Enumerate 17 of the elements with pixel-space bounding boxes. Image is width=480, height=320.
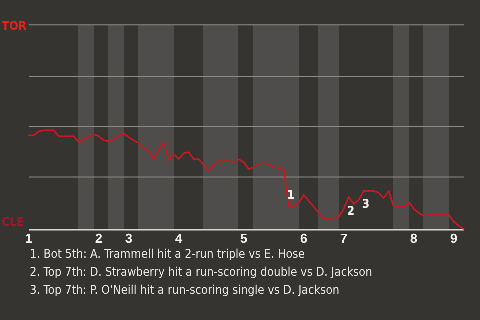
text: 2. Top 7th: D. Strawberry hit a run-scoring double vs D. Jackson <box>30 265 372 279</box>
x-tick-label: 5 <box>240 231 248 246</box>
text: 1. Bot 5th: A. Trammell hit a 2-run triple vs E. Hose <box>30 247 306 261</box>
x-tick-label: 9 <box>450 231 458 246</box>
x-tick-label: 1 <box>25 231 33 246</box>
annotation: 2 <box>347 204 355 218</box>
x-tick-label: 6 <box>300 231 308 246</box>
annotation: 1 <box>287 188 295 202</box>
annotation: 3 <box>362 197 370 211</box>
text: 3. Top 7th: P. O'Neill hit a run-scoring single vs D. Jackson <box>30 283 340 297</box>
x-tick-label: 8 <box>410 231 418 246</box>
x-tick-label: 3 <box>125 231 133 246</box>
text: CLE <box>2 215 24 229</box>
x-tick-label: 2 <box>95 231 103 246</box>
text: TOR <box>2 19 28 33</box>
x-tick-label: 4 <box>175 231 184 246</box>
x-tick-label: 7 <box>340 231 348 246</box>
